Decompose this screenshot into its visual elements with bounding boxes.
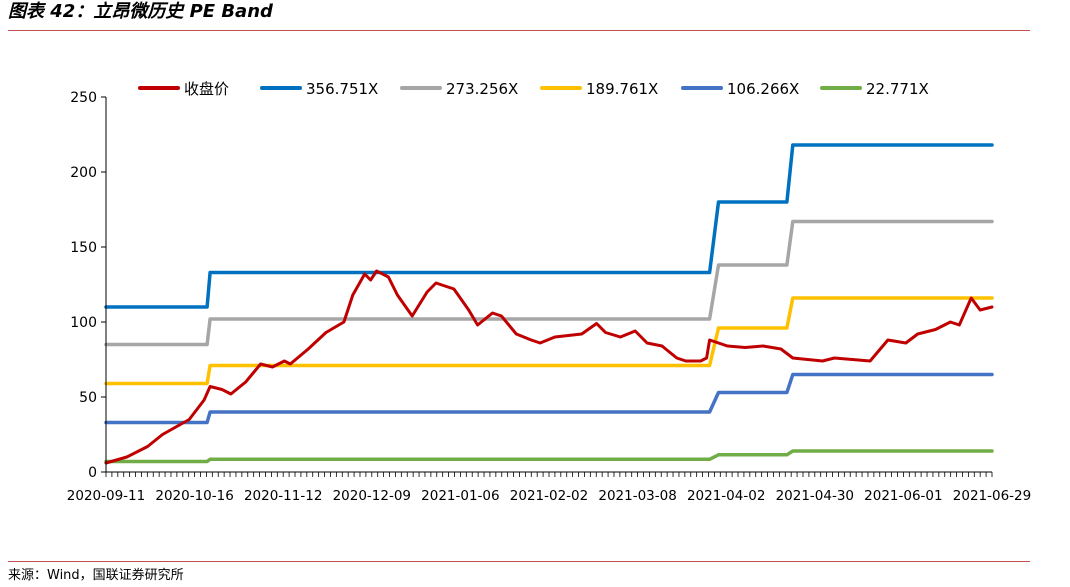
legend-label: 收盘价	[184, 80, 229, 98]
source-divider	[8, 561, 1030, 562]
x-tick-label: 2021-01-06	[421, 488, 499, 504]
y-tick-label: 100	[70, 315, 97, 331]
series-line-close-price	[104, 269, 994, 465]
y-tick-label: 0	[88, 465, 97, 481]
legend-label: 106.266X	[727, 80, 799, 98]
legend-label: 189.761X	[586, 80, 658, 98]
x-tick-label: 2021-06-01	[864, 488, 942, 504]
y-tick-label: 50	[79, 390, 97, 406]
x-tick-label: 2021-04-02	[687, 488, 765, 504]
x-tick-label: 2020-11-12	[244, 488, 322, 504]
series-line-pe-band-3	[104, 296, 994, 386]
x-tick-label: 2020-09-11	[67, 488, 145, 504]
series-line-pe-band-1	[104, 143, 994, 309]
y-tick-label: 200	[70, 165, 97, 181]
legend-label: 356.751X	[306, 80, 378, 98]
x-tick-label: 2021-03-08	[598, 488, 676, 504]
x-tick-label: 2021-02-02	[510, 488, 588, 504]
page-title: 图表 42：立昂微历史 PE Band	[8, 1, 273, 22]
legend-label: 273.256X	[446, 80, 518, 98]
axis-layer: 0 50 100 150 200 250 2020-09-11 2020-10-16 2020-…	[67, 90, 1031, 504]
title-divider	[8, 30, 1030, 31]
series-line-pe-band-4	[104, 372, 994, 425]
y-tick-label: 150	[70, 240, 97, 256]
series-layer	[104, 143, 994, 465]
source-note: 来源：Wind，国联证券研究所	[8, 568, 184, 583]
pe-band-chart: 收盘价 356.751X 273.256X 189.761X 106.266X 22.77…	[67, 80, 1031, 504]
y-tick-label: 250	[70, 90, 97, 106]
x-tick-label: 2020-10-16	[155, 488, 233, 504]
series-line-pe-band-5	[104, 449, 994, 464]
series-line-pe-band-2	[104, 219, 994, 347]
x-tick-label: 2020-12-09	[333, 488, 411, 504]
chart-legend: 收盘价 356.751X 273.256X 189.761X 106.266X 22.77…	[138, 80, 929, 98]
legend-label: 22.771X	[866, 80, 929, 98]
x-tick-label: 2021-06-29	[953, 488, 1031, 504]
x-tick-label: 2021-04-30	[776, 488, 854, 504]
